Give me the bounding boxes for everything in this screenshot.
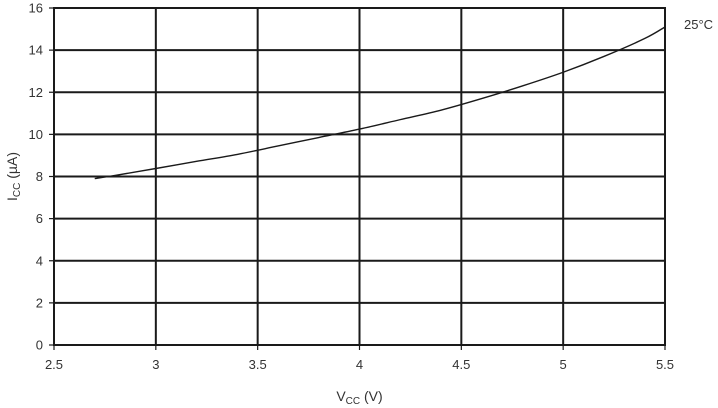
series-label-25c: 25°C [684,17,713,32]
x-tick-label: 4 [356,357,363,372]
y-tick-label: 16 [29,1,43,16]
x-axis-label-unit: (V) [360,388,383,404]
x-axis-label: VCC (V) [336,388,382,407]
y-tick-label: 0 [36,338,43,353]
x-tick-label: 4.5 [452,357,470,372]
x-tick-label: 5.5 [656,357,674,372]
y-axis-label-sub: CC [12,183,23,197]
x-axis-label-sub: CC [346,396,360,407]
grid [53,7,666,346]
x-axis-label-main: V [336,388,346,404]
series [94,26,666,180]
y-tick-label: 14 [29,43,43,58]
x-tick-label: 3 [152,357,159,372]
x-tick-label: 3.5 [249,357,267,372]
y-tick-label: 8 [36,169,43,184]
y-tick-label: 6 [36,211,43,226]
y-tick-label: 10 [29,127,43,142]
y-axis-label: ICC (µA) [4,152,23,201]
series-line-25c [94,26,666,180]
y-axis-label-main: I [4,197,20,201]
y-tick-label: 4 [36,253,43,268]
ticks: 2.5 3 3.5 4 4.5 5 5.5 0 2 4 6 8 10 12 14 16 [29,1,675,373]
y-axis-label-unit: (µA) [4,152,20,183]
y-tick-label: 12 [29,85,43,100]
y-tick-label: 2 [36,295,43,310]
x-tick-label: 5 [560,357,567,372]
x-tick-label: 2.5 [45,357,63,372]
